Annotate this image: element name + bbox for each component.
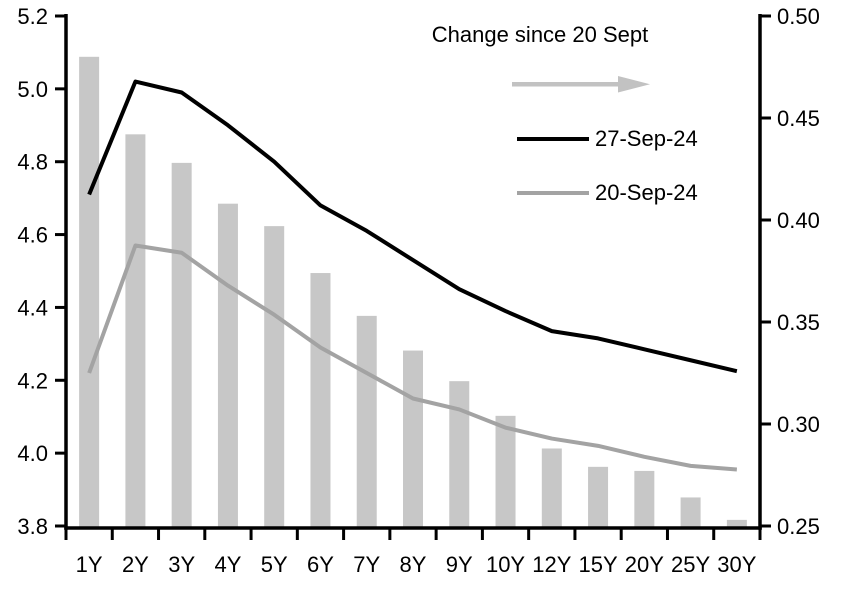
x-tick-label-8Y: 8Y — [400, 552, 427, 577]
x-tick-label-25Y: 25Y — [671, 552, 710, 577]
x-tick-label-10Y: 10Y — [486, 552, 525, 577]
bar-2Y — [125, 134, 146, 530]
x-tick-label-3Y: 3Y — [168, 552, 195, 577]
x-tick-label-5Y: 5Y — [261, 552, 288, 577]
change-arrow-icon — [512, 76, 650, 93]
bar-1Y — [79, 56, 100, 530]
left-tick-label: 4.6 — [17, 223, 48, 248]
bar-7Y — [356, 315, 377, 530]
bar-6Y — [310, 273, 331, 530]
bar-8Y — [403, 350, 423, 530]
x-tick-label-2Y: 2Y — [122, 552, 149, 577]
left-tick-label: 5.2 — [17, 4, 48, 29]
arrow-shaft — [512, 82, 620, 87]
bar-15Y — [588, 466, 609, 530]
line-sample-20sep-icon — [517, 191, 589, 195]
x-tick-label-1Y: 1Y — [76, 552, 103, 577]
bar-3Y — [171, 162, 192, 530]
x-tick-label-4Y: 4Y — [214, 552, 241, 577]
line-27-Sep-24 — [87, 79, 738, 374]
bar-10Y — [495, 415, 516, 530]
x-tick-label-9Y: 9Y — [446, 552, 473, 577]
line-sample-27sep-icon — [517, 137, 589, 141]
bar-4Y — [217, 203, 238, 530]
x-tick-label-30Y: 30Y — [717, 552, 756, 577]
legend-label-27sep: 27-Sep-24 — [595, 126, 698, 151]
right-tick-label: 0.35 — [777, 310, 820, 335]
bar-9Y — [449, 381, 470, 530]
arrow-head — [618, 76, 650, 93]
left-tick-label: 4.0 — [17, 441, 48, 466]
x-tick-label-15Y: 15Y — [578, 552, 617, 577]
left-tick-label: 5.0 — [17, 77, 48, 102]
bar-20Y — [634, 470, 655, 530]
bar-12Y — [541, 448, 562, 530]
x-tick-label-20Y: 20Y — [625, 552, 664, 577]
left-tick-label: 4.8 — [17, 150, 48, 175]
x-tick-label-6Y: 6Y — [307, 552, 334, 577]
x-tick-label-7Y: 7Y — [353, 552, 380, 577]
legend-note: Change since 20 Sept — [431, 22, 649, 47]
right-tick-label: 0.50 — [777, 4, 820, 29]
bar-5Y — [264, 226, 285, 530]
legend-item-20sep: 20-Sep-24 — [517, 180, 698, 206]
left-tick-label: 4.4 — [17, 295, 48, 320]
legend-label-20sep: 20-Sep-24 — [595, 180, 698, 205]
right-tick-label: 0.45 — [777, 106, 820, 131]
left-tick-label: 3.8 — [17, 514, 48, 539]
line-20-Sep-24 — [87, 243, 738, 472]
right-tick-label: 0.30 — [777, 412, 820, 437]
right-tick-label: 0.40 — [777, 208, 820, 233]
x-tick-label-12Y: 12Y — [532, 552, 571, 577]
bar-30Y — [726, 519, 747, 530]
bar-25Y — [680, 497, 701, 530]
legend-item-27sep: 27-Sep-24 — [517, 126, 698, 152]
right-tick-label: 0.25 — [777, 514, 820, 539]
left-tick-label: 4.2 — [17, 368, 48, 393]
